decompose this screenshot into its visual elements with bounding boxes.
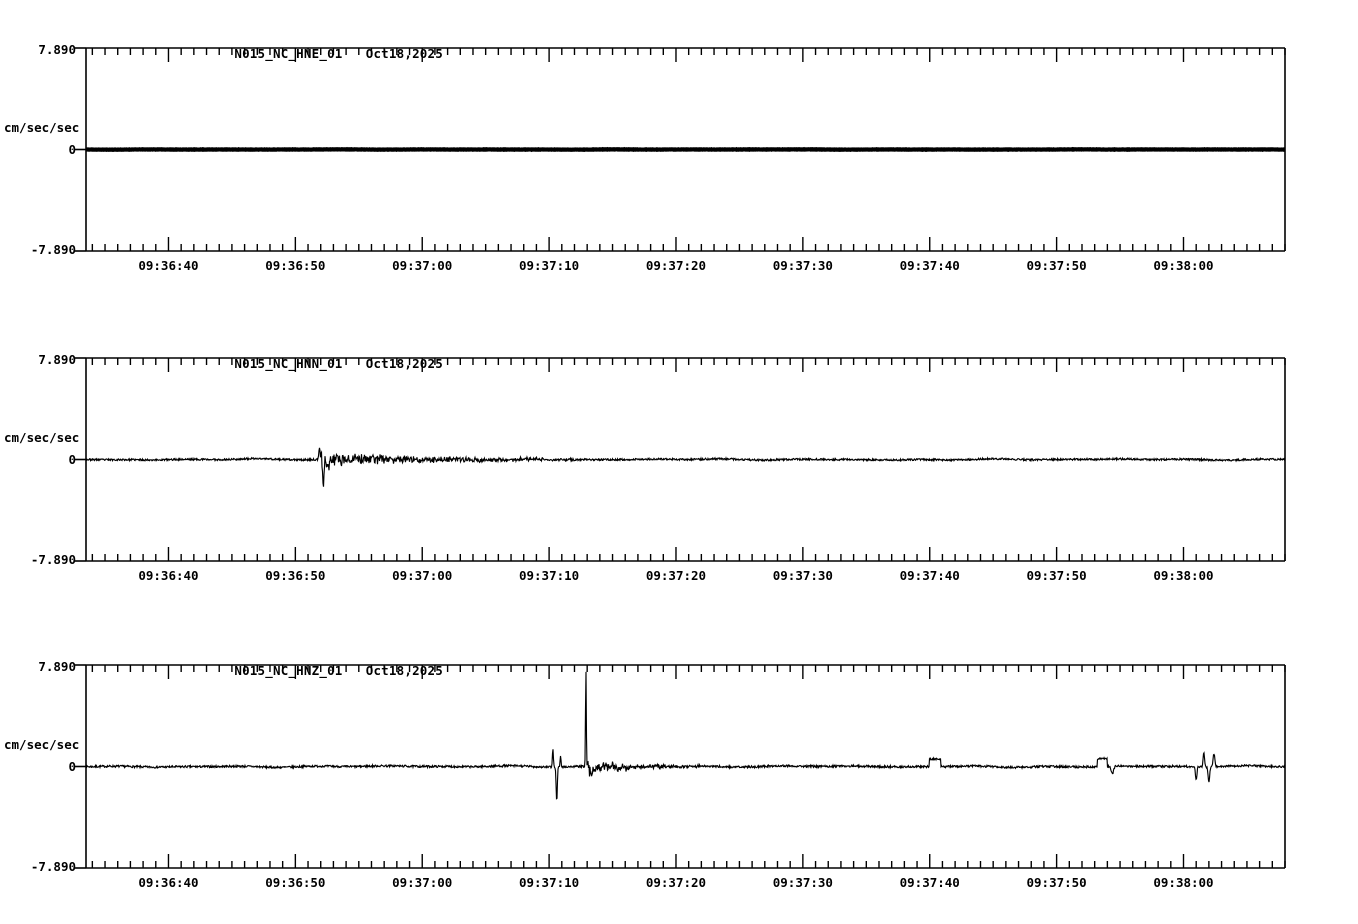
y-tick-max-hnn: 7.890 [38, 352, 76, 367]
waveform-trace [86, 146, 1286, 153]
y-tick-max-hne: 7.890 [38, 42, 76, 57]
x-tick-label: 09:37:20 [645, 875, 707, 890]
x-tick-label: 09:37:00 [392, 568, 453, 583]
panel-station-label-hne: N015_NC_HNE_01 [234, 46, 343, 61]
x-tick-label: 09:37:30 [772, 568, 833, 583]
plot-area-hnn [74, 357, 1286, 562]
waveform-trace [85, 447, 1286, 487]
x-tick-label: 09:37:40 [899, 875, 960, 890]
panel-station-label-hnn: N015_NC_HNN_01 [234, 356, 343, 371]
panel-title-hnn: N015_NC_HNN_01 Oct18,2025 [188, 341, 443, 386]
x-tick-label: 09:37:20 [645, 258, 707, 273]
seismogram-panel-hnn: N015_NC_HNN_01 Oct18,2025 cm/sec/sec 7.8… [0, 310, 1358, 610]
x-tick-label: 09:36:40 [138, 568, 199, 583]
y-tick-min-hnz: -7.890 [30, 859, 76, 874]
x-tick-label: 09:37:40 [899, 568, 960, 583]
y-tick-zero-hne: 0 [68, 142, 76, 157]
x-tick-label: 09:37:30 [772, 875, 833, 890]
x-tick-label: 09:37:10 [518, 875, 580, 890]
y-axis-ticks [74, 47, 86, 252]
x-axis-ticks [91, 48, 1286, 251]
x-tick-label: 09:38:00 [1153, 568, 1214, 583]
panel-date-label-hnn: Oct18,2025 [365, 356, 443, 371]
y-axis-units-hne: cm/sec/sec [4, 120, 80, 135]
y-axis-ticks [74, 357, 86, 562]
x-tick-label: 09:36:50 [265, 258, 326, 273]
x-tick-label: 09:37:00 [392, 258, 453, 273]
x-tick-label: 09:37:30 [772, 258, 833, 273]
x-tick-label: 09:36:40 [138, 258, 199, 273]
x-tick-label: 09:37:50 [1026, 875, 1087, 890]
x-tick-label: 09:37:20 [645, 568, 707, 583]
seismogram-panel-hne: N015_NC_HNE_01 Oct18,2025 cm/sec/sec 7.8… [0, 0, 1358, 300]
y-tick-min-hnn: -7.890 [30, 552, 76, 567]
x-tick-label: 09:38:00 [1153, 875, 1214, 890]
x-axis-ticks [91, 358, 1286, 561]
y-tick-max-hnz: 7.890 [38, 659, 76, 674]
x-tick-label: 09:37:40 [899, 258, 960, 273]
y-tick-min-hne: -7.890 [30, 242, 76, 257]
x-tick-label: 09:38:00 [1153, 258, 1214, 273]
y-axis-units-hnz: cm/sec/sec [4, 737, 80, 752]
x-tick-label: 09:36:50 [265, 568, 326, 583]
y-tick-zero-hnz: 0 [68, 759, 76, 774]
x-tick-label: 09:37:00 [392, 875, 453, 890]
seismogram-panel-hnz: N015_NC_HNZ_01 Oct18,2025 cm/sec/sec 7.8… [0, 617, 1358, 924]
x-tick-label: 09:36:40 [138, 875, 199, 890]
x-tick-label: 09:37:10 [518, 568, 580, 583]
x-tick-label: 09:37:50 [1026, 568, 1087, 583]
x-tick-label: 09:37:50 [1026, 258, 1087, 273]
y-axis-ticks [74, 664, 86, 869]
plot-area-hnz [74, 664, 1286, 869]
waveform-trace [85, 671, 1286, 800]
y-axis-units-hnn: cm/sec/sec [4, 430, 80, 445]
panel-station-label-hnz: N015_NC_HNZ_01 [234, 663, 343, 678]
plot-area-hne [74, 47, 1286, 252]
x-tick-label: 09:36:50 [265, 875, 326, 890]
y-tick-zero-hnn: 0 [68, 452, 76, 467]
panel-date-label-hne: Oct18,2025 [365, 46, 443, 61]
panel-title-hne: N015_NC_HNE_01 Oct18,2025 [188, 31, 443, 76]
panel-date-label-hnz: Oct18,2025 [365, 663, 443, 678]
panel-title-hnz: N015_NC_HNZ_01 Oct18,2025 [188, 648, 443, 693]
x-tick-label: 09:37:10 [518, 258, 580, 273]
x-axis-ticks [91, 665, 1286, 868]
